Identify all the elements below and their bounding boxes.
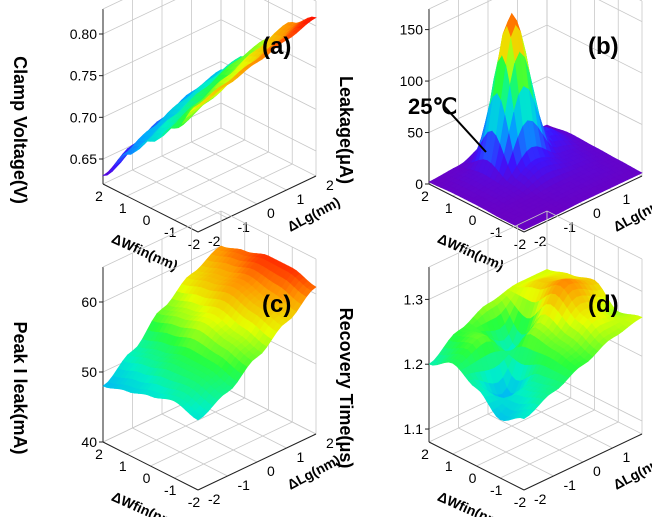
z-tick-label: 0.75 [70,68,97,84]
y-tick-label: -1 [238,219,251,235]
z-tick-label: 1.2 [404,356,424,372]
y-tick-label: 2 [326,435,334,451]
panel-b-leakage: 050100150210-1-2-2-1012ΔWfin(nm)ΔLg(nm)L… [326,0,652,274]
x-tick-label: -1 [490,224,503,240]
z-tick-label: 40 [81,434,97,450]
x-tick-label: -2 [514,236,527,252]
x-tick-label: 0 [469,470,477,486]
z-tick-label: 0 [415,176,423,192]
z-tick-label: 150 [400,22,424,38]
panel-a-clamp-voltage: 0.65 0.70 0.75 0.80 2 1 0 -1 -2 -2 -1 0 1 2 ΔWfin(nm) Δ… [0,0,343,274]
z-tick-label: 50 [81,364,97,380]
x-tick-label: -2 [514,494,527,510]
x-tick-labels: 210 -1 -2 [95,188,200,252]
y-tick-labels: -2 -1 0 1 2 [208,435,334,507]
z-axis-label: Peak I leak(mA) [10,321,30,454]
x-tick-labels: 210 -1 -2 [95,446,200,510]
x-tick-label: -2 [188,494,201,510]
x-tick-label: 1 [119,200,127,216]
panel-tag: (d) [588,291,619,318]
y-axis-label: ΔLg(nm) [610,194,652,235]
surface [102,245,317,421]
temperature-annotation: 25℃ [408,94,457,119]
y-tick-label: 2 [326,177,334,193]
axis-box [428,210,643,491]
axis-box [102,210,317,491]
axis-box [102,0,317,233]
panel-c-peak-leak: 40 50 60 2 1 0 -1 -2 -2 -1 0 1 2 ΔWfin(nm) ΔLg(nm) Peak… [0,210,343,517]
axis-box [428,0,643,233]
z-tick-label: 0.80 [70,26,97,42]
y-tick-label: 0 [593,205,601,221]
panel-tag: (b) [588,33,619,60]
y-tick-label: 1 [297,449,305,465]
x-tick-label: -2 [188,236,201,252]
z-tick-label: 1.1 [404,421,424,437]
x-tick-label: 0 [469,212,477,228]
z-tick-labels: 40 50 60 [81,294,103,450]
z-tick-labels: 0.65 0.70 0.75 0.80 [70,26,103,167]
y-tick-label: -2 [534,491,547,507]
y-tick-label: 0 [267,463,275,479]
y-axis-label: ΔLg(nm) [610,452,652,493]
x-tick-labels: 210 -1 -2 [421,188,526,252]
x-tick-label: 2 [421,446,429,462]
x-tick-label: -1 [164,224,177,240]
surface-chart: 050100150210-1-2-2-1012ΔWfin(nm)ΔLg(nm)L… [336,0,652,274]
z-tick-label: 60 [81,294,97,310]
z-tick-labels: 1.1 1.2 1.3 [404,291,429,437]
y-tick-label: -2 [208,491,221,507]
surface [428,269,643,422]
x-tick-label: 1 [445,200,453,216]
y-tick-label: 1 [297,191,305,207]
x-tick-label: 2 [421,188,429,204]
y-tick-label: -2 [208,233,221,249]
x-tick-label: 2 [95,446,103,462]
x-tick-label: 0 [143,212,151,228]
z-tick-label: 0.65 [70,151,97,167]
z-tick-labels: 0 50 100 150 [400,22,429,192]
z-tick-label: 100 [400,73,424,89]
z-axis-label: Recovery Time(μs) [336,308,356,469]
surface [101,16,317,177]
x-tick-label: 0 [143,470,151,486]
panel-d-recovery-time: 1.11.21.3210-1-2-2-1012ΔWfin(nm)ΔLg(nm)R… [326,210,652,517]
y-tick-label: 0 [593,463,601,479]
y-tick-label: 1 [623,449,631,465]
panel-tag: (a) [262,33,291,60]
x-tick-label: 1 [445,458,453,474]
surface [428,12,643,231]
y-tick-labels: -2 -1 0 1 2 [208,177,334,249]
x-tick-labels: 210 -1 -2 [421,446,526,510]
surface-chart: 1.11.21.3210-1-2-2-1012ΔWfin(nm)ΔLg(nm)R… [336,210,652,517]
z-axis-label: Clamp Voltage(V) [10,56,30,204]
y-tick-label: -1 [564,477,577,493]
y-tick-label: -1 [238,477,251,493]
z-axis-label: Leakage(μA) [336,76,356,184]
x-tick-label: 1 [119,458,127,474]
y-tick-label: 1 [623,191,631,207]
x-tick-label: -1 [164,482,177,498]
z-tick-label: 1.3 [404,291,424,307]
x-tick-label: -1 [490,482,503,498]
z-tick-label: 0.70 [70,109,97,125]
x-tick-label: 2 [95,188,103,204]
y-tick-label: 0 [267,205,275,221]
z-tick-label: 50 [407,125,423,141]
panel-tag: (c) [262,291,291,318]
y-tick-label: -1 [564,219,577,235]
